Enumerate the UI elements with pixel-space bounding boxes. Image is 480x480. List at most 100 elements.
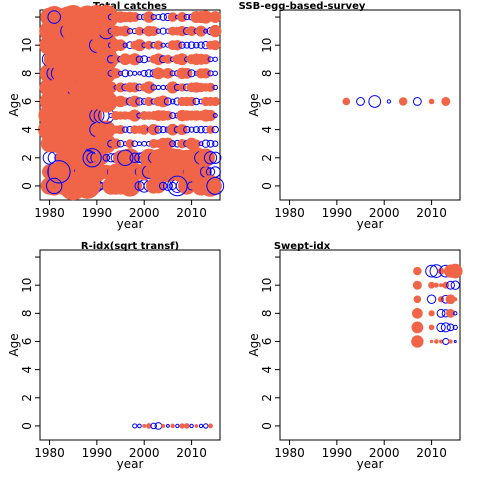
plot-frame	[39, 9, 221, 201]
negative-bubble	[140, 55, 149, 64]
negative-bubble	[159, 27, 167, 35]
negative-bubble	[203, 151, 218, 165]
positive-bubble	[434, 339, 439, 344]
positive-bubble	[442, 281, 450, 289]
negative-bubble	[187, 69, 196, 78]
negative-bubble	[47, 10, 62, 24]
negative-bubble	[212, 84, 218, 91]
x-tick-label: 1990	[82, 446, 113, 460]
negative-bubble	[211, 125, 219, 134]
x-tick-label: 1990	[82, 206, 113, 220]
negative-bubble	[135, 97, 144, 106]
y-tick-label: 8	[20, 310, 34, 318]
negative-bubble	[158, 181, 168, 191]
y-tick-label: 8	[20, 70, 34, 78]
negative-bubble	[212, 113, 218, 119]
positive-bubble	[163, 110, 173, 121]
positive-bubble	[204, 109, 217, 122]
positive-bubble	[199, 10, 213, 24]
negative-bubble	[206, 139, 215, 148]
y-tick-label: 4	[20, 126, 34, 134]
positive-bubble	[125, 139, 135, 149]
negative-bubble	[209, 151, 222, 164]
negative-bubble	[446, 323, 455, 332]
positive-bubble	[72, 49, 93, 70]
x-tick-label: 1980	[274, 446, 305, 460]
positive-bubble	[437, 296, 445, 303]
positive-bubble	[342, 97, 351, 106]
y-tick-label: 6	[20, 338, 34, 346]
positive-bubble	[128, 53, 141, 66]
y-tick-label: 2	[260, 154, 274, 162]
plot-frame	[39, 249, 221, 441]
panel-swept-idx: Swept-idx year Age 1980 1990 2000 2010 0 2 4 6…	[247, 241, 463, 471]
positive-bubble	[144, 96, 154, 107]
negative-bubble	[155, 14, 162, 21]
positive-bubble	[195, 25, 207, 37]
positive-bubble	[428, 310, 435, 317]
x-axis-ticks: 1980 1990 2000 2010	[34, 440, 207, 460]
x-axis-ticks: 1980 1990 2000 2010	[34, 200, 207, 220]
negative-bubble	[452, 324, 458, 331]
positive-bubble	[179, 423, 185, 429]
negative-bubble	[137, 423, 142, 429]
positive-bubble	[453, 297, 458, 302]
positive-bubble	[428, 98, 435, 105]
positive-bubble	[163, 54, 173, 64]
positive-bubble	[433, 282, 439, 288]
y-tick-label: 2	[260, 394, 274, 402]
negative-bubble	[132, 423, 138, 429]
negative-bubble	[453, 311, 458, 316]
negative-bubble	[155, 84, 161, 90]
negative-bubble	[102, 153, 111, 162]
positive-bubble	[412, 280, 422, 290]
positive-bubble	[172, 39, 183, 51]
y-tick-label: 4	[260, 366, 274, 374]
positive-bubble	[110, 68, 122, 79]
negative-bubble	[440, 322, 451, 333]
y-axis-label: Age	[247, 333, 261, 356]
negative-bubble	[368, 95, 382, 108]
negative-bubble	[82, 148, 102, 168]
y-tick-label: 0	[20, 182, 34, 190]
positive-bubble	[57, 62, 80, 85]
y-tick-label: 10	[260, 38, 274, 53]
positive-bubble	[44, 120, 64, 140]
positive-bubble	[428, 324, 435, 331]
positive-bubble	[200, 54, 211, 65]
positive-bubble	[411, 321, 424, 334]
y-tick-label: 2	[20, 154, 34, 162]
negative-bubble	[150, 422, 157, 430]
negative-bubble	[450, 280, 460, 290]
x-axis-label: year	[357, 457, 384, 471]
negative-bubble	[426, 294, 437, 304]
y-axis-ticks: 0 2 4 6 8 10	[260, 16, 280, 190]
y-tick-label: 8	[260, 70, 274, 78]
negative-bubble	[446, 280, 455, 290]
negative-bubble	[436, 322, 446, 333]
x-tick-label: 1980	[34, 446, 65, 460]
positive-bubble	[210, 96, 220, 107]
positive-bubble	[191, 139, 201, 149]
positive-bubble	[142, 81, 156, 94]
x-tick-label: 2000	[369, 206, 400, 220]
positive-bubble	[205, 82, 216, 93]
negative-bubble	[436, 308, 446, 318]
negative-bubble	[187, 41, 196, 50]
negative-bubble	[116, 139, 125, 148]
y-axis-ticks: 0 2 4 6 8 10	[260, 256, 280, 430]
positive-bubble	[161, 423, 166, 428]
positive-bubble	[170, 423, 175, 429]
positive-bubble	[413, 266, 422, 276]
x-tick-label: 2000	[129, 446, 160, 460]
negative-bubble	[136, 14, 143, 21]
negative-bubble	[121, 69, 130, 78]
positive-bubble	[161, 137, 174, 150]
positive-bubble	[441, 96, 451, 106]
negative-bubble	[163, 97, 172, 106]
positive-bubble	[162, 67, 174, 79]
x-axis-label: year	[117, 217, 144, 231]
positive-bubble	[210, 40, 221, 51]
negative-bubble	[442, 337, 450, 346]
